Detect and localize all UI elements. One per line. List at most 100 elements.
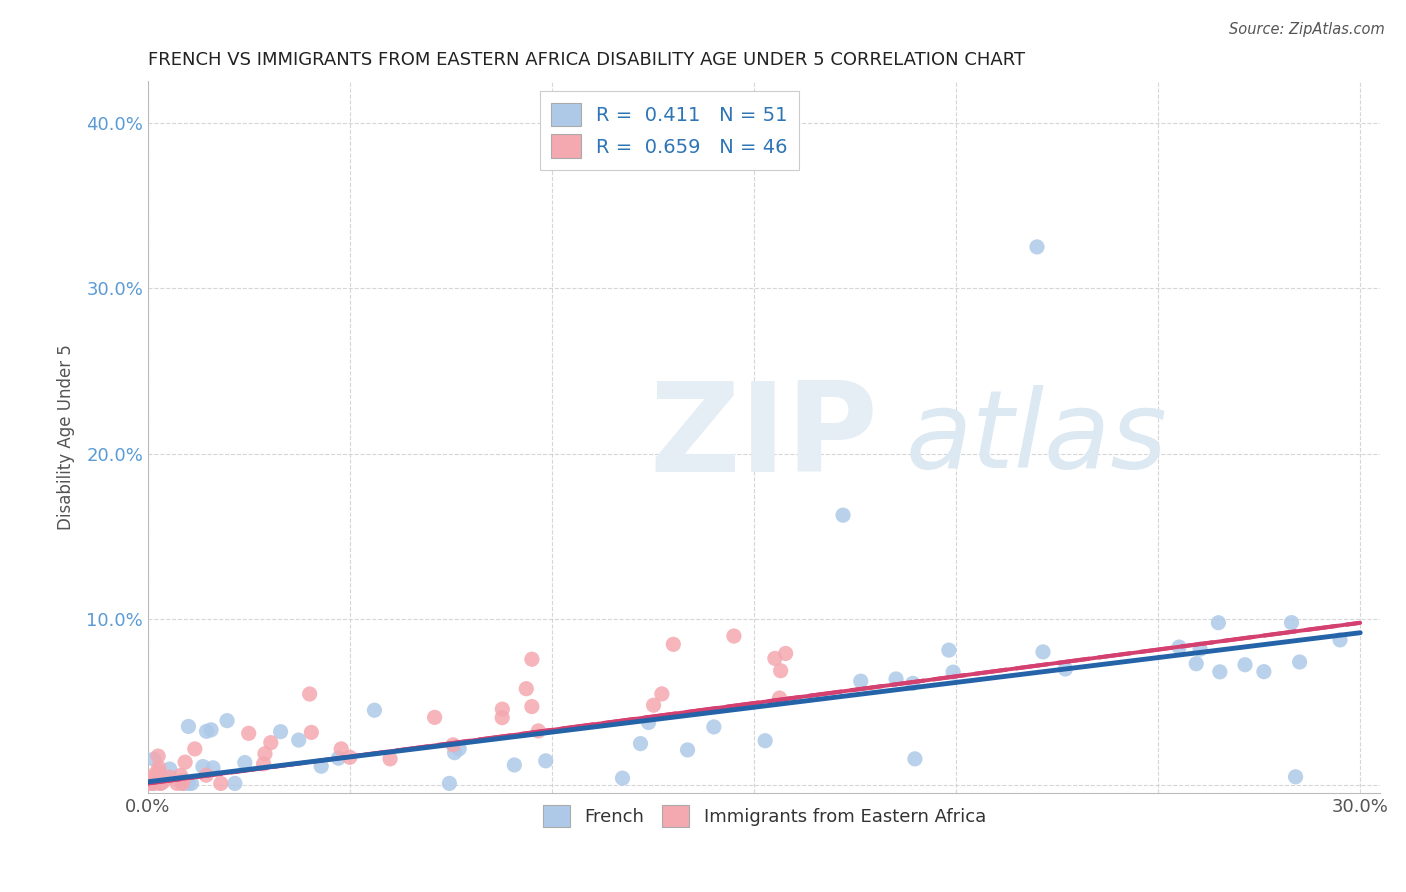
Point xyxy=(172,776,194,790)
Point xyxy=(775,647,797,661)
Point xyxy=(703,720,725,734)
Point xyxy=(339,750,361,764)
Point xyxy=(149,776,172,790)
Point xyxy=(1189,642,1212,657)
Point xyxy=(769,664,792,678)
Point xyxy=(520,699,543,714)
Point xyxy=(260,736,283,750)
Point xyxy=(328,751,350,765)
Point xyxy=(209,776,232,790)
Point xyxy=(651,687,673,701)
Point xyxy=(443,746,465,760)
Point xyxy=(270,724,292,739)
Point xyxy=(423,710,446,724)
Point xyxy=(1209,665,1232,679)
Point xyxy=(252,756,274,771)
Point xyxy=(491,702,513,716)
Point xyxy=(309,759,332,773)
Point xyxy=(148,764,170,779)
Point xyxy=(1253,665,1275,679)
Point xyxy=(159,762,181,776)
Legend: French, Immigrants from Eastern Africa: French, Immigrants from Eastern Africa xyxy=(536,797,993,834)
Point xyxy=(1284,770,1306,784)
Point xyxy=(938,643,960,657)
Point xyxy=(143,767,166,781)
Point xyxy=(439,776,461,790)
Point xyxy=(1281,615,1303,630)
Point xyxy=(849,674,872,689)
Point xyxy=(1234,657,1257,672)
Point xyxy=(180,776,202,790)
Point xyxy=(177,776,200,790)
Point xyxy=(177,719,200,733)
Point xyxy=(768,691,790,706)
Point xyxy=(215,714,238,728)
Point xyxy=(378,752,401,766)
Point xyxy=(503,758,526,772)
Point xyxy=(143,772,166,786)
Point xyxy=(159,770,181,784)
Y-axis label: Disability Age Under 5: Disability Age Under 5 xyxy=(58,344,75,530)
Point xyxy=(515,681,537,696)
Point xyxy=(1288,655,1310,669)
Point xyxy=(1168,640,1191,654)
Point xyxy=(253,747,276,761)
Point xyxy=(149,776,172,790)
Point xyxy=(884,672,907,686)
Point xyxy=(172,776,194,790)
Point xyxy=(298,687,321,701)
Point xyxy=(363,703,385,717)
Point xyxy=(1032,645,1054,659)
Point xyxy=(139,772,162,786)
Point xyxy=(143,776,166,790)
Point xyxy=(612,771,634,785)
Point xyxy=(942,665,965,680)
Point xyxy=(169,768,191,782)
Point xyxy=(191,759,214,773)
Point xyxy=(330,742,353,756)
Point xyxy=(142,752,165,766)
Point xyxy=(643,698,665,713)
Point xyxy=(200,723,222,737)
Point xyxy=(901,676,924,690)
Point xyxy=(148,760,170,774)
Point xyxy=(201,761,224,775)
Point xyxy=(195,724,218,739)
Text: Source: ZipAtlas.com: Source: ZipAtlas.com xyxy=(1229,22,1385,37)
Point xyxy=(1026,240,1049,254)
Point xyxy=(1185,657,1208,671)
Point xyxy=(832,508,855,523)
Point xyxy=(1054,662,1077,676)
Point xyxy=(520,652,543,666)
Point xyxy=(195,768,218,782)
Point xyxy=(146,749,169,764)
Point xyxy=(233,756,256,770)
Point xyxy=(449,741,471,756)
Point xyxy=(172,773,194,788)
Point xyxy=(152,775,174,789)
Point xyxy=(754,733,776,747)
Point xyxy=(904,752,927,766)
Point xyxy=(676,743,699,757)
Point xyxy=(534,754,557,768)
Point xyxy=(630,737,652,751)
Point xyxy=(299,725,322,739)
Point xyxy=(637,715,659,730)
Point xyxy=(491,711,513,725)
Point xyxy=(145,775,167,789)
Point xyxy=(763,651,786,665)
Point xyxy=(166,776,188,790)
Point xyxy=(287,733,309,747)
Point xyxy=(238,726,260,740)
Point xyxy=(141,776,163,790)
Point xyxy=(1208,615,1230,630)
Point xyxy=(527,723,550,738)
Point xyxy=(139,776,162,790)
Point xyxy=(662,637,685,651)
Point xyxy=(174,755,197,769)
Point xyxy=(723,629,745,643)
Point xyxy=(184,742,207,756)
Text: FRENCH VS IMMIGRANTS FROM EASTERN AFRICA DISABILITY AGE UNDER 5 CORRELATION CHAR: FRENCH VS IMMIGRANTS FROM EASTERN AFRICA… xyxy=(148,51,1025,69)
Text: ZIP: ZIP xyxy=(650,376,879,498)
Point xyxy=(1329,632,1351,647)
